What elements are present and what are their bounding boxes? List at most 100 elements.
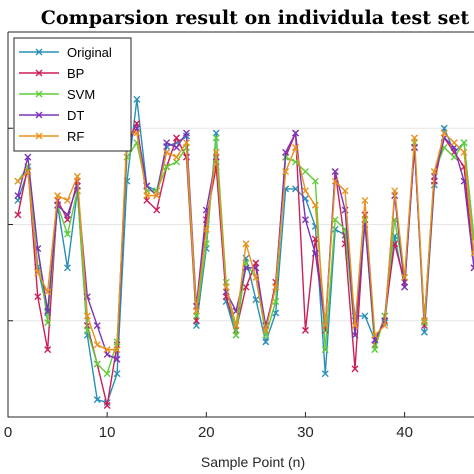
- x-tick-label: 10: [99, 424, 116, 441]
- data-point: [54, 201, 62, 209]
- plot-area: [14, 95, 474, 409]
- data-point: [301, 187, 309, 195]
- data-point: [113, 346, 121, 354]
- data-point: [361, 196, 369, 204]
- x-axis-label: Sample Point (n): [201, 454, 305, 470]
- data-point: [14, 211, 22, 219]
- data-point: [182, 139, 190, 147]
- data-point: [252, 273, 260, 281]
- data-point: [351, 322, 359, 330]
- data-point: [311, 201, 319, 209]
- data-point: [103, 401, 111, 409]
- data-point: [361, 312, 369, 320]
- legend-marker: [35, 132, 43, 140]
- legend-label: DT: [67, 108, 84, 123]
- data-point: [163, 148, 171, 156]
- data-point: [93, 322, 101, 330]
- legend: Original BP SVM DT RF: [13, 37, 132, 152]
- legend-label: RF: [67, 129, 84, 144]
- data-point: [292, 185, 300, 193]
- data-point: [282, 168, 290, 176]
- data-point: [173, 134, 181, 142]
- data-point: [143, 192, 151, 200]
- data-point: [301, 216, 309, 224]
- legend-item-bp: BP: [19, 66, 84, 81]
- x-tick-label: 0: [4, 424, 12, 441]
- data-point: [34, 269, 42, 277]
- data-point: [93, 396, 101, 404]
- data-point: [371, 331, 379, 339]
- data-point: [272, 298, 280, 305]
- data-point: [301, 168, 309, 176]
- data-point: [24, 153, 32, 161]
- legend-label: SVM: [67, 87, 95, 102]
- data-point: [242, 283, 250, 291]
- data-point: [252, 296, 260, 304]
- legend-label: Original: [67, 45, 112, 60]
- data-point: [401, 273, 409, 281]
- data-point: [321, 346, 329, 354]
- legend-marker: [35, 69, 43, 77]
- data-point: [381, 322, 389, 330]
- chart-title: Comparsion result on individula test set: [41, 7, 470, 29]
- data-point: [173, 144, 181, 151]
- data-point: [44, 307, 52, 315]
- data-point: [34, 293, 42, 301]
- series-rf: [14, 129, 474, 354]
- legend-item-rf: RF: [19, 129, 84, 144]
- data-point: [83, 326, 91, 334]
- data-point: [450, 139, 458, 147]
- data-point: [63, 211, 71, 219]
- data-point: [430, 168, 438, 176]
- data-point: [222, 283, 230, 291]
- data-point: [292, 158, 300, 166]
- data-point: [460, 148, 468, 156]
- data-point: [83, 312, 91, 320]
- data-point: [460, 139, 468, 147]
- data-point: [44, 346, 52, 354]
- data-point: [192, 307, 200, 315]
- data-point: [212, 148, 220, 156]
- data-point: [311, 249, 319, 257]
- data-point: [282, 148, 290, 156]
- data-point: [272, 283, 280, 291]
- data-point: [321, 370, 329, 378]
- data-point: [54, 192, 62, 200]
- data-point: [321, 322, 329, 330]
- data-point: [133, 129, 141, 137]
- legend-item-svm: SVM: [19, 87, 95, 102]
- data-point: [202, 225, 210, 233]
- data-point: [331, 177, 339, 185]
- data-point: [173, 153, 181, 161]
- x-tick-label: 20: [198, 424, 215, 441]
- x-tick-label: 30: [297, 424, 314, 441]
- data-point: [262, 338, 270, 346]
- data-point: [133, 95, 141, 103]
- data-point: [311, 177, 319, 185]
- data-point: [440, 129, 448, 137]
- data-point: [63, 264, 71, 272]
- data-point: [232, 322, 240, 330]
- data-point: [420, 328, 428, 336]
- data-point: [420, 317, 428, 325]
- data-point: [14, 192, 22, 200]
- data-point: [351, 365, 359, 373]
- legend-marker: [35, 111, 43, 119]
- data-point: [103, 370, 111, 378]
- data-point: [331, 168, 339, 176]
- data-point: [163, 139, 171, 147]
- data-point: [44, 319, 52, 327]
- data-point: [351, 331, 359, 339]
- legend-item-dt: DT: [19, 108, 84, 123]
- data-point: [262, 326, 270, 334]
- data-point: [272, 309, 280, 317]
- data-point: [411, 134, 419, 142]
- data-point: [113, 355, 121, 363]
- data-point: [301, 326, 309, 334]
- data-point: [371, 346, 379, 354]
- x-tick-label: 40: [396, 424, 413, 441]
- data-point: [93, 360, 101, 368]
- data-point: [232, 331, 240, 339]
- data-point: [182, 129, 190, 137]
